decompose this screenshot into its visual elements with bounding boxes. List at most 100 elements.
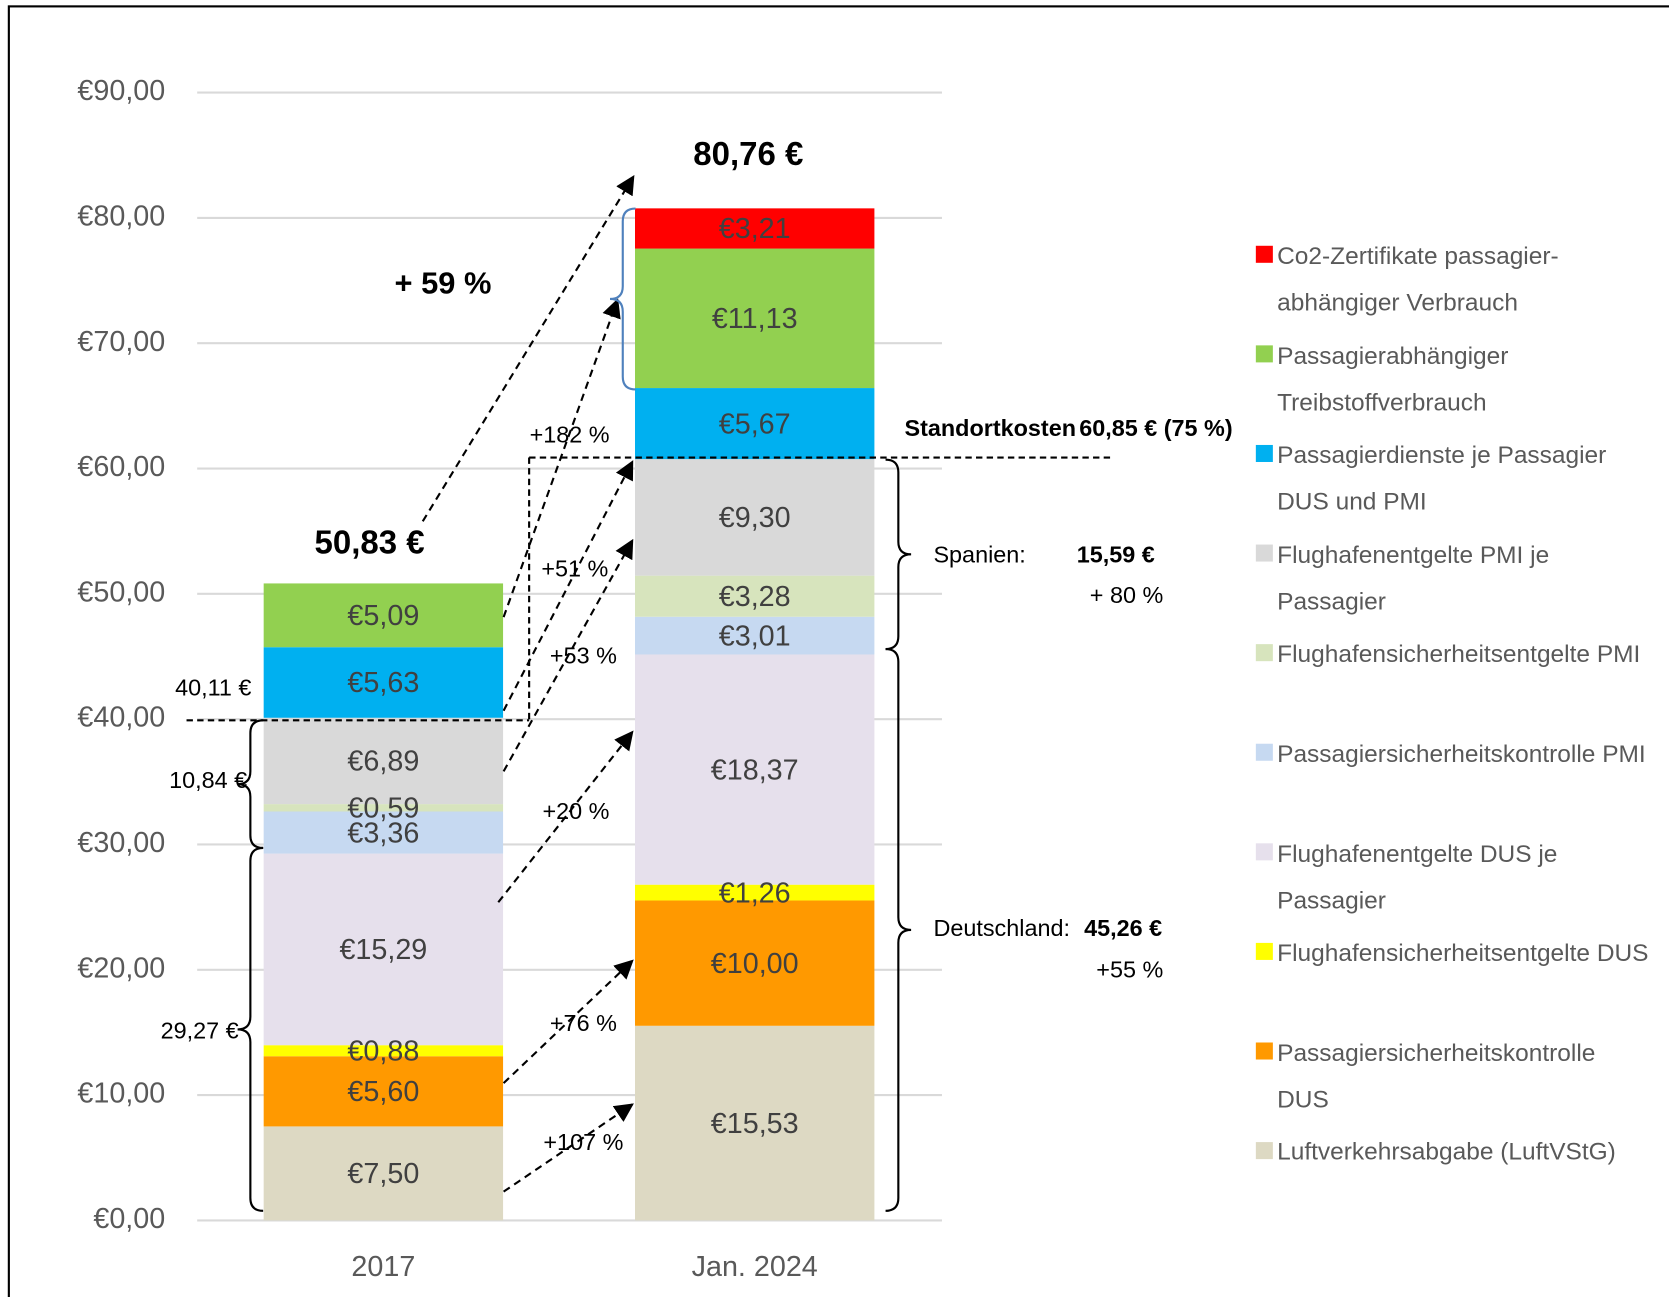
annotation: 45,26 € (1084, 915, 1162, 941)
legend-swatch (1255, 843, 1273, 861)
legend-label: Flughafenentgelte PMI je Passagier (1277, 540, 1550, 615)
annotation: 60,85 € (75 %) (1079, 415, 1232, 441)
legend-label: Passagiersicherheitskontrolle PMI (1277, 739, 1646, 768)
annotation: 29,27 € (161, 1017, 239, 1043)
legend-entry: Co2-Zertifikate passagier-abhängiger Ver… (1277, 241, 1559, 317)
value-label: €15,29 (339, 934, 427, 966)
legend-entry: Flughafenentgelte PMI je Passagier (1277, 540, 1550, 615)
annotation: +55 % (1096, 957, 1163, 983)
y-tick-label: €10,00 (77, 1078, 165, 1110)
y-tick-label: €30,00 (77, 827, 165, 859)
annotation: +107 % (543, 1129, 623, 1155)
bar-segment (263, 1045, 504, 1057)
brace (237, 719, 264, 850)
bar-segment (263, 853, 504, 1046)
legend-entry: Passagiersicherheitskontrolle PMI (1277, 739, 1646, 768)
decorations (186, 174, 1111, 1212)
value-label: €1,26 (719, 877, 791, 909)
legend-label: Passagierdienste je Passagier DUS und PM… (1277, 440, 1607, 516)
value-label: €10,00 (711, 948, 799, 980)
y-tick-label: €60,00 (77, 451, 165, 483)
y-tick-label: €40,00 (77, 702, 165, 734)
bar-segment (263, 647, 504, 718)
legend-swatch (1255, 245, 1273, 263)
annotation: +182 % (530, 421, 610, 447)
annotation: Deutschland: (933, 915, 1070, 941)
bars (263, 208, 875, 1221)
legend-swatch (1255, 1142, 1273, 1160)
value-label: €5,09 (347, 600, 419, 632)
brace (237, 846, 264, 1212)
bar-segment (635, 900, 875, 1026)
arrow (421, 174, 635, 522)
legend-entry: Luftverkehrsabgabe (LuftVStG) (1277, 1137, 1616, 1166)
legend-swatch (1255, 345, 1273, 363)
value-label: €11,13 (712, 303, 798, 335)
bar-segment (263, 583, 504, 648)
arrow (502, 538, 634, 772)
legend-label: Passagierabhängiger Treibstoffverbrauch (1277, 341, 1509, 416)
arrow (502, 298, 621, 618)
value-label: €0,59 (347, 793, 419, 825)
legend-entry: Flughafensicherheitsentgelte PMI (1277, 639, 1641, 668)
bar-segment (635, 1025, 875, 1221)
annotation: 15,59 € (1077, 542, 1155, 568)
y-tick-label: €20,00 (77, 952, 165, 984)
annotation: + 59 % (395, 265, 492, 300)
arrow (502, 959, 634, 1084)
arrow (503, 1103, 634, 1193)
value-label: €5,67 (719, 408, 791, 440)
legend-entry: Flughafensicherheitsentgelte DUS (1277, 939, 1648, 967)
value-label: €7,50 (347, 1158, 419, 1190)
legend-label: Flughafensicherheitsentgelte PMI (1277, 639, 1641, 668)
x-tick-label: 2017 (351, 1251, 415, 1283)
x-tick-label: Jan. 2024 (692, 1251, 818, 1283)
y-tick-label: €80,00 (77, 200, 165, 232)
y-tick-label: €90,00 (77, 75, 165, 107)
brace (885, 647, 912, 1212)
legend-entry: Passagiersicherheitskontrolle DUS (1277, 1038, 1595, 1112)
y-tick-label: €50,00 (77, 576, 165, 608)
labels: €0,00 €10,00 €20,00 €30,00 €40,00 €50,00 €60,0… (77, 75, 1648, 1283)
brace (609, 207, 636, 391)
value-label: €3,36 (347, 817, 419, 849)
bar-segment (635, 459, 875, 576)
bar-segment (635, 248, 875, 389)
value-label: €5,60 (347, 1076, 419, 1108)
annotation: +76 % (550, 1010, 617, 1036)
annotation: +20 % (542, 798, 609, 824)
value-label: €9,30 (719, 502, 791, 534)
bar-segment (635, 575, 875, 617)
value-label: €3,01 (719, 620, 791, 652)
legend-entry: Flughafenentgelte DUS je Passagier (1277, 839, 1557, 913)
legend-swatch (1255, 544, 1273, 562)
value-label: €15,53 (711, 1108, 799, 1140)
annotation: 40,11 € (175, 675, 251, 701)
legend-swatch (1255, 644, 1273, 662)
annotation: 50,83 € (315, 523, 425, 560)
bar-segment (635, 884, 875, 901)
annotation: Spanien: (933, 542, 1025, 568)
legend-swatch (1255, 1042, 1273, 1060)
legend-entry: Passagierabhängiger Treibstoffverbrauch (1277, 341, 1509, 416)
annotation: + 80 % (1090, 582, 1163, 608)
legend-swatch (1255, 942, 1273, 960)
bar-segment (263, 811, 504, 854)
bar-segment (635, 654, 875, 885)
annotation: 80,76 € (693, 135, 803, 172)
arrow (502, 460, 634, 712)
legend-swatch (1255, 743, 1273, 761)
bar-segment (635, 388, 875, 460)
value-label: €6,89 (347, 746, 419, 778)
annotation: 10,84 € (169, 767, 247, 793)
legend-label: Co2-Zertifikate passagier-abhängiger Ver… (1277, 241, 1559, 317)
annotation: +51 % (541, 555, 608, 581)
y-tick-label: €0,00 (93, 1203, 165, 1235)
legend-label: Luftverkehrsabgabe (LuftVStG) (1277, 1137, 1616, 1166)
bar-segment (635, 616, 875, 655)
annotation: Standortkosten (904, 415, 1076, 441)
brace (885, 458, 912, 651)
bar-segment (263, 1056, 504, 1127)
value-label: €0,88 (347, 1035, 419, 1067)
